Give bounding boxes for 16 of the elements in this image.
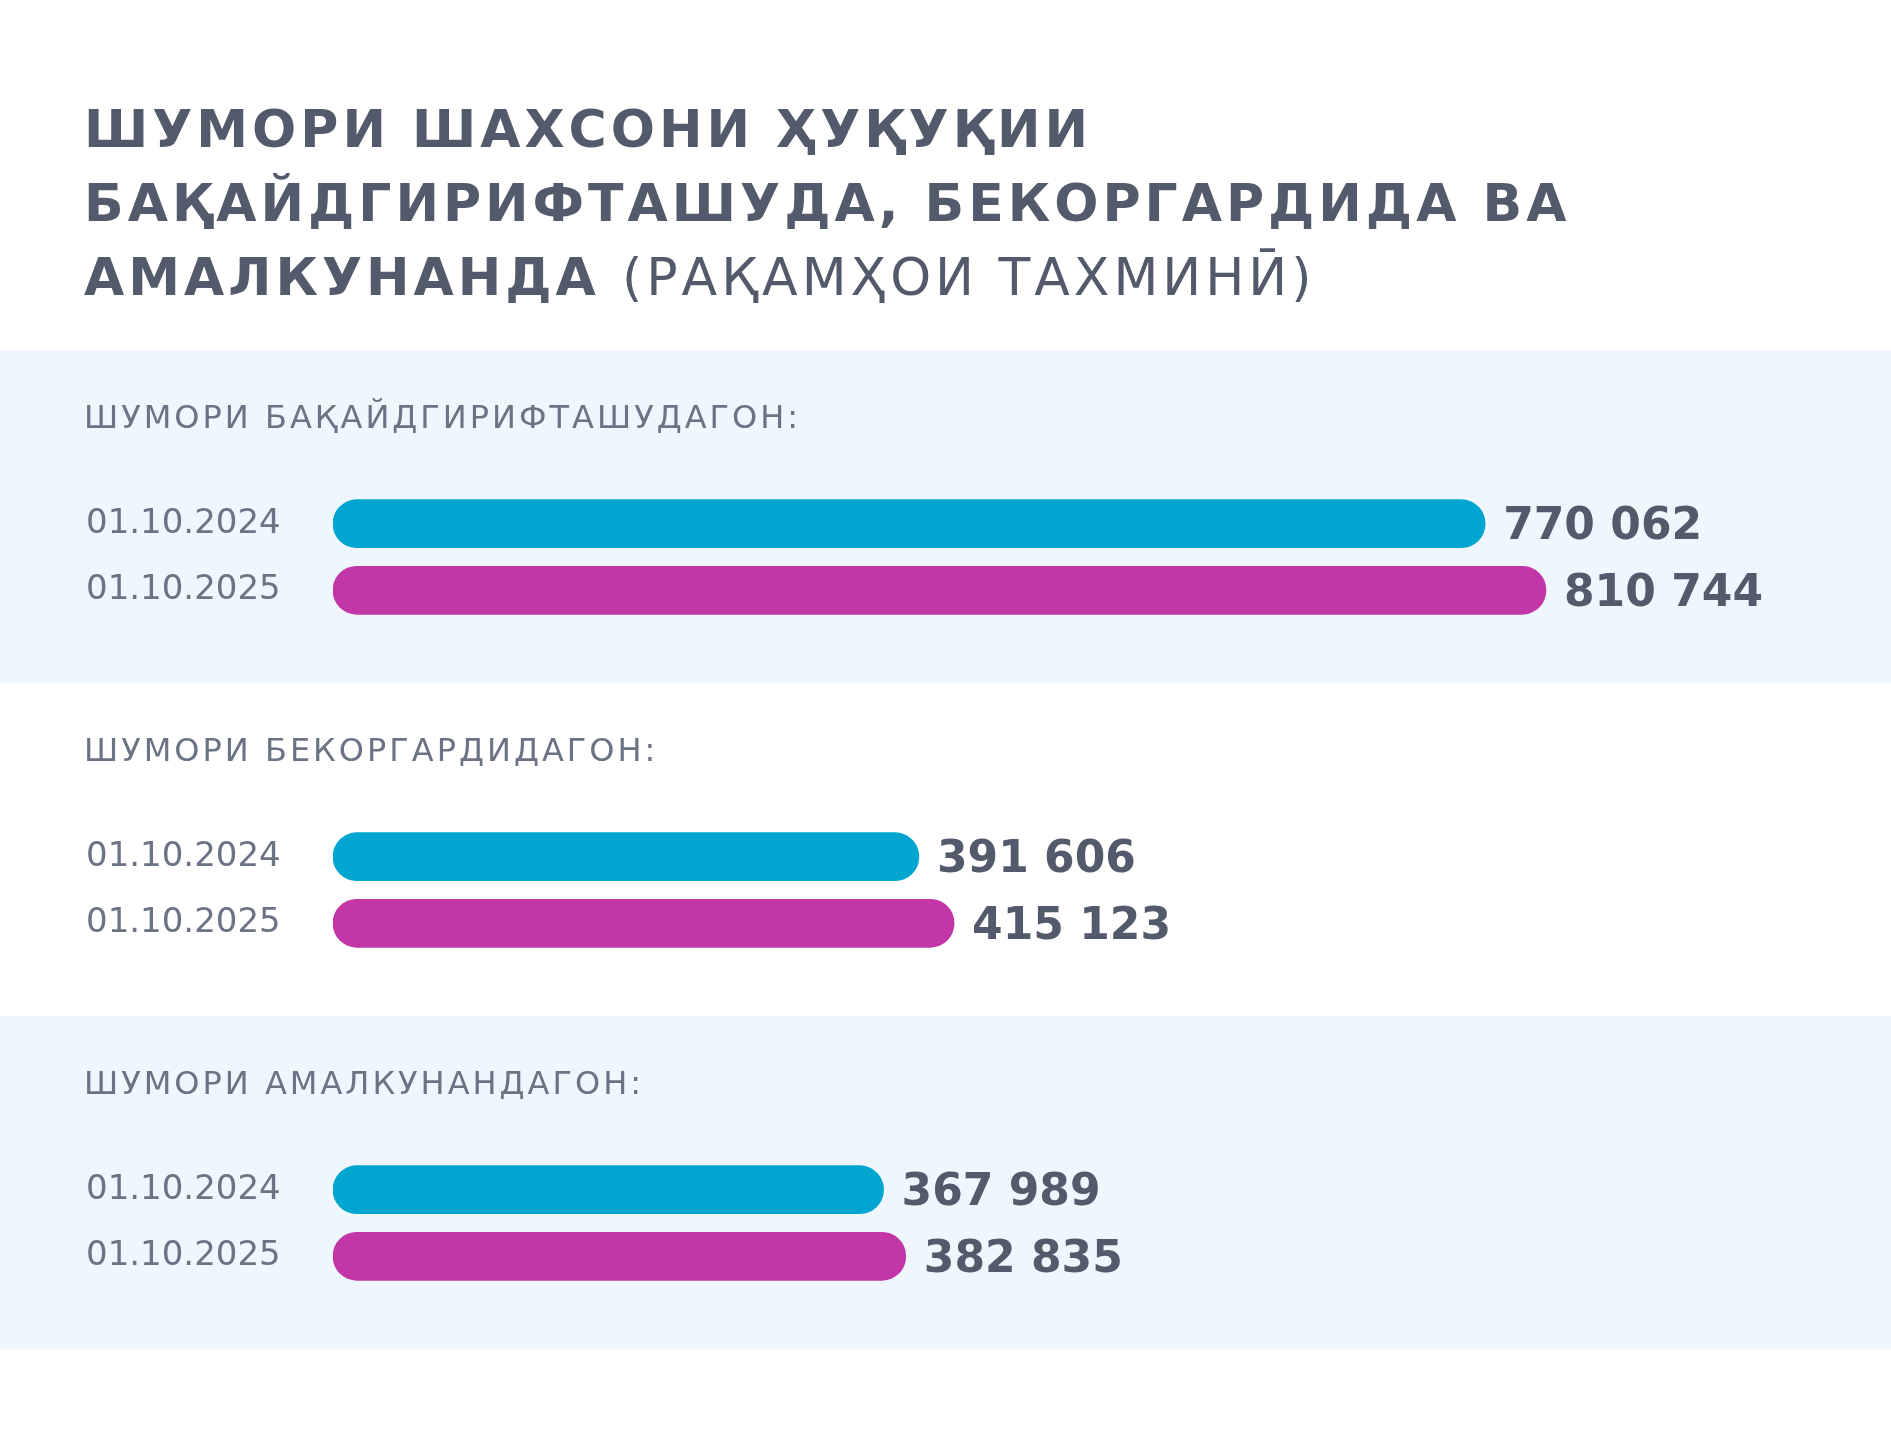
text: (РАҚАМҲОИ ТАХМИНӢ) (621, 247, 1316, 307)
data-label: 391 606 (936, 831, 1136, 883)
y-tick-label: 01.10.2024 (86, 1166, 281, 1207)
data-label: 415 123 (972, 897, 1172, 949)
y-tick-label: 01.10.2024 (86, 500, 281, 541)
y-tick-label: 01.10.2024 (86, 833, 281, 874)
data-label: 810 744 (1564, 564, 1764, 616)
data-label: 367 989 (901, 1164, 1101, 1216)
chart-title: ШУМОРИ БЕКОРГАРДИДАГОН: (84, 731, 659, 769)
data-label: 770 062 (1503, 498, 1703, 550)
chart-title: ШУМОРИ АМАЛКУНАНДАГОН: (84, 1064, 645, 1102)
data-label: 382 835 (923, 1230, 1123, 1282)
y-tick-label: 01.10.2025 (86, 1233, 281, 1274)
y-tick-label: 01.10.2025 (86, 900, 281, 941)
chart-title: ШУМОРИ БАҚАЙДГИРИФТАШУДАГОН: (84, 398, 802, 436)
y-tick-label: 01.10.2025 (86, 567, 281, 608)
